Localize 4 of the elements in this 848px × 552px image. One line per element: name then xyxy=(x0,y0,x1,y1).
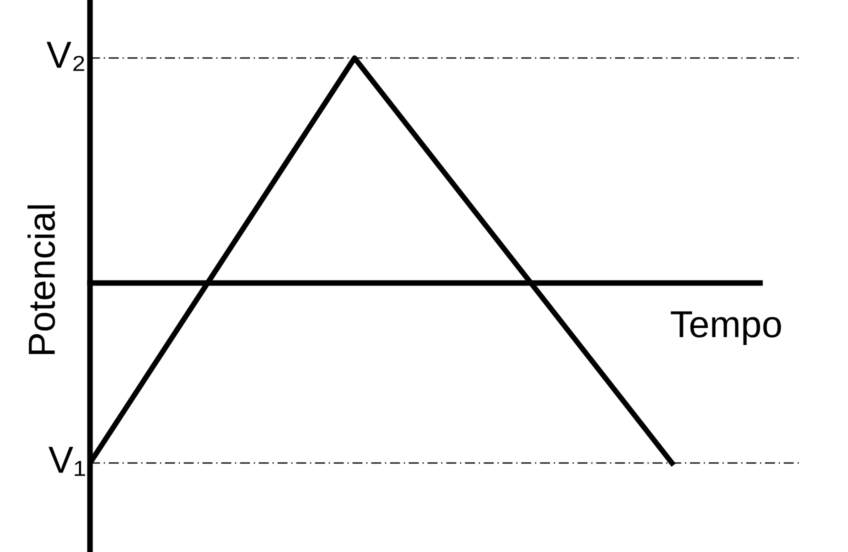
y-axis-title: Potencial xyxy=(28,205,56,354)
ref-line-label: V₁ xyxy=(48,446,86,476)
ref-line-label: V₂ xyxy=(46,42,84,71)
x-axis-title: Tempo xyxy=(670,311,781,345)
